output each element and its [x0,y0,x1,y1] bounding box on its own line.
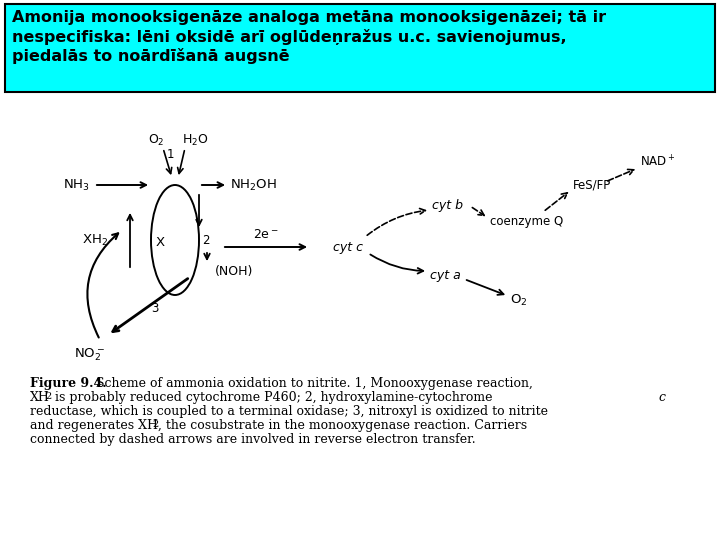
Text: c: c [658,391,665,404]
Text: , the cosubstrate in the monooxygenase reaction. Carriers: , the cosubstrate in the monooxygenase r… [158,419,527,432]
Text: XH: XH [30,391,50,404]
Text: XH$_2$: XH$_2$ [82,232,108,247]
Text: 2: 2 [45,392,51,401]
Text: 2: 2 [152,420,158,429]
Text: 2e$^-$: 2e$^-$ [253,228,279,241]
Text: 2: 2 [202,233,210,246]
FancyBboxPatch shape [5,4,715,92]
Text: NO$_2^-$: NO$_2^-$ [74,347,106,363]
Text: 3: 3 [151,301,158,314]
Text: cyt c: cyt c [333,240,363,253]
Text: FeS/FP: FeS/FP [573,179,611,192]
Text: and regenerates XH: and regenerates XH [30,419,158,432]
Text: nespecifiska: lēni oksidē arī oglūdeņražus u.c. savienojumus,: nespecifiska: lēni oksidē arī oglūdeņraž… [12,29,567,45]
Text: O$_2$: O$_2$ [148,132,165,147]
Text: 1: 1 [166,147,174,160]
Text: coenzyme Q: coenzyme Q [490,215,563,228]
Text: is probably reduced cytochrome P460; 2, hydroxylamine-cytochrome: is probably reduced cytochrome P460; 2, … [51,391,497,404]
Text: (NOH): (NOH) [215,266,253,279]
Text: Figure 9.4.: Figure 9.4. [30,377,107,390]
Text: reductase, which is coupled to a terminal oxidase; 3, nitroxyl is oxidized to ni: reductase, which is coupled to a termina… [30,405,548,418]
Text: Scheme of ammonia oxidation to nitrite. 1, Monooxygenase reaction,: Scheme of ammonia oxidation to nitrite. … [92,377,533,390]
Text: Amonija monooksigenāze analoga metāna monooksigenāzei; tā ir: Amonija monooksigenāze analoga metāna mo… [12,10,606,25]
Text: NAD$^+$: NAD$^+$ [640,154,675,170]
Text: cyt a: cyt a [430,268,461,281]
Text: X: X [156,235,165,248]
Text: piedalās to noārdīšanā augsnē: piedalās to noārdīšanā augsnē [12,48,289,64]
Text: H$_2$O: H$_2$O [182,132,209,147]
Text: connected by dashed arrows are involved in reverse electron transfer.: connected by dashed arrows are involved … [30,433,476,446]
Text: cyt b: cyt b [432,199,463,212]
Text: O$_2$: O$_2$ [510,293,528,308]
Text: NH$_2$OH: NH$_2$OH [230,178,276,193]
Text: NH$_3$: NH$_3$ [63,178,90,193]
